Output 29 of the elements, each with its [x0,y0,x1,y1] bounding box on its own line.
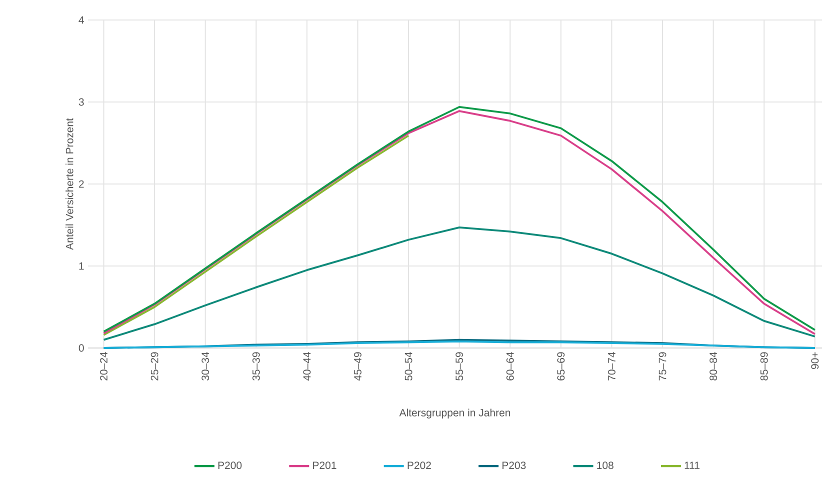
x-tick-label: 85–89 [760,352,768,380]
x-tick-label: 30–34 [202,352,210,380]
x-tick-label: 55–59 [456,352,464,380]
y-tick-label: 0 [78,344,84,352]
y-tick-label: 3 [78,98,84,106]
x-tick-label: 60–64 [506,352,514,380]
legend-label: 108 [597,462,614,470]
x-tick-label: 35–39 [252,352,260,380]
x-axis-title: Altersgruppen in Jahren [399,408,510,418]
y-tick-label: 1 [79,262,84,270]
x-tick-label: 90+ [811,352,819,370]
legend-label: P203 [502,462,526,470]
x-tick-label: 40–44 [303,352,311,381]
y-tick-label: 4 [78,16,84,24]
x-tick-label: 50–54 [404,352,412,380]
x-tick-label: 65–69 [557,352,565,380]
x-tick-label: 70–74 [608,352,616,380]
line-series [102,226,816,341]
x-tick-label: 25–29 [150,352,158,380]
y-axis-title: Anteil Versicherte in Prozent [66,118,74,250]
legend-label: P202 [408,462,431,470]
x-tick-label: 80–84 [710,352,718,380]
legend-label: 111 [684,462,700,469]
x-tick-label: 20–24 [100,352,108,380]
legend-label: P201 [313,462,336,470]
x-tick-label: 75–79 [658,352,666,380]
y-tick-label: 2 [78,180,84,188]
legend-label: P200 [218,462,242,470]
x-tick-label: 45–49 [354,352,362,381]
